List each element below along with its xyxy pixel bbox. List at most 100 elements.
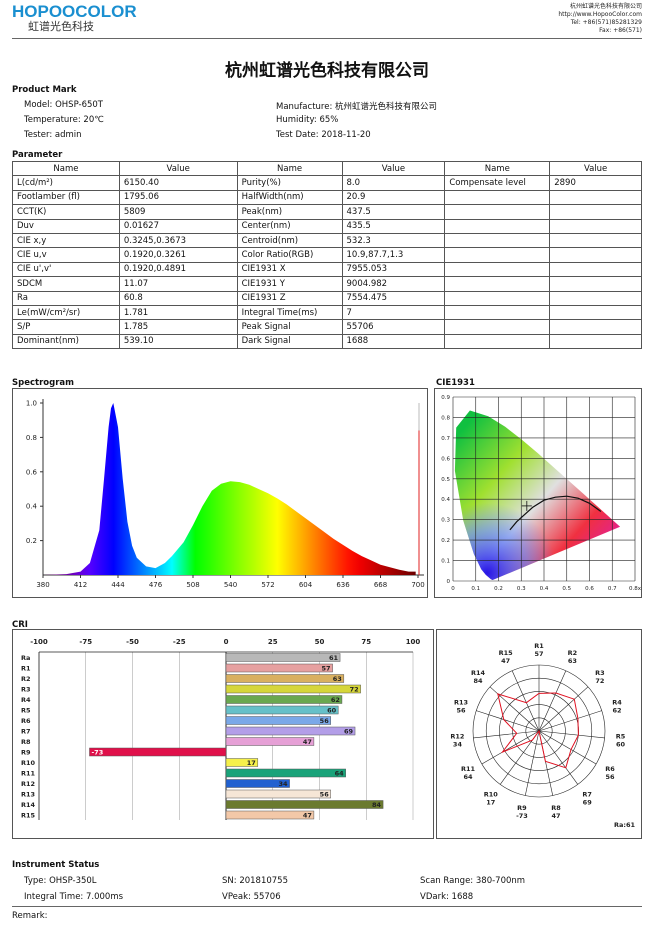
param-value-cell: 20.9	[341, 189, 446, 206]
radar-label: R11	[461, 765, 476, 773]
param-value-cell: 9004.982	[341, 276, 446, 292]
radar-value: 63	[568, 657, 577, 665]
y-tick-label: 0.6	[26, 468, 38, 476]
cri-bar	[225, 810, 315, 820]
parameter-row: Ra 60.8 CIE1931 Z 7554.475	[12, 290, 642, 306]
radar-value: 57	[534, 650, 543, 658]
cri-bar-value: 57	[322, 665, 331, 673]
test-date-field: Test Date: 2018-11-20	[276, 130, 371, 140]
logo-subtitle: 虹谱光色科技	[28, 20, 94, 33]
param-value-cell: 1.781	[118, 304, 238, 321]
param-name-cell: SDCM	[12, 276, 120, 292]
radar-spoke	[538, 710, 602, 732]
cri-bar	[89, 747, 227, 757]
cri-bar	[225, 705, 339, 715]
cri-category-label: R9	[21, 749, 31, 757]
cri-category-label: R11	[21, 770, 36, 778]
cri-category-label: R2	[21, 675, 31, 683]
cri-bar-value: 61	[329, 654, 339, 662]
cie-x-tick-label: 0.3	[517, 586, 526, 592]
param-value-cell: 7554.475	[341, 290, 446, 306]
cri-bar-value: 69	[344, 728, 354, 736]
cri-x-tick-label: -100	[30, 638, 48, 646]
cri-bar-value: 62	[331, 696, 340, 704]
contact-fax: Fax: +86(571)	[599, 27, 642, 34]
cie-gamut-blue	[454, 410, 621, 580]
cie-x-tick-label: 0.7	[608, 586, 617, 592]
header-value: Value	[549, 160, 642, 177]
cie-x-tick-label: 0.8x	[629, 586, 641, 592]
cri-bar	[225, 768, 346, 778]
param-name-cell	[444, 290, 551, 306]
contact-website: http://www.HopooColor.com	[558, 11, 642, 18]
param-name-cell: L(cd/m²)	[12, 175, 120, 191]
x-tick-label: 700	[411, 581, 424, 589]
param-name-cell: Footlamber (fl)	[12, 189, 120, 206]
param-value-cell: 7955.053	[341, 261, 446, 278]
param-name-cell: Peak(nm)	[236, 204, 343, 220]
cie-y-tick-label: 0.9	[441, 395, 450, 401]
instrument-scan-range: Scan Range: 380-700nm	[420, 876, 526, 886]
param-name-cell	[444, 204, 551, 220]
cri-x-tick-label: 100	[406, 638, 421, 646]
param-value-cell	[549, 333, 642, 350]
instrument-integral-time: Integral Time: 7.000ms	[24, 892, 124, 902]
param-value-cell: 437.5	[341, 204, 446, 220]
cri-bar-value: 34	[279, 780, 289, 788]
radar-label: R9	[517, 804, 527, 812]
param-value-cell: 0.01627	[118, 218, 238, 234]
temperature-field: Temperature: 20℃	[24, 115, 104, 125]
param-name-cell: CIE1931 Z	[236, 290, 343, 306]
cri-category-label: Ra	[21, 654, 30, 662]
company-logo: HOPOOCOLOR	[12, 2, 137, 22]
param-name-cell: CIE u',v'	[12, 261, 120, 278]
cie-y-tick-label: 0.7	[441, 436, 450, 442]
parameter-row: SDCM 11.07 CIE1931 Y 9004.982	[12, 276, 642, 292]
param-value-cell: 7	[341, 304, 446, 321]
cie-chart: 0 0.1 0.2 0.3 0.4 0.5 0.6 0.7 0.8x 0.9 0.8 0.7 0.6 0.…	[441, 395, 641, 592]
radar-value: 56	[456, 707, 466, 715]
param-name-cell: Color Ratio(RGB)	[236, 247, 343, 263]
param-value-cell: 0.1920,0.3261	[118, 247, 238, 263]
cri-category-label: R12	[21, 780, 35, 788]
cie-y-tick-label: 0.1	[441, 559, 450, 565]
cri-bar	[225, 663, 333, 673]
cie-x-tick-label: 0.5	[562, 586, 571, 592]
instrument-heading: Instrument Status	[12, 860, 100, 870]
cie-y-tick-label: 0	[447, 579, 451, 585]
radar-value: 56	[605, 773, 615, 781]
cie-y-tick-label: 0.5	[441, 477, 450, 483]
param-name-cell	[444, 304, 551, 321]
param-value-cell: 0.1920,0.4891	[118, 261, 238, 278]
param-value-cell: 532.3	[341, 232, 446, 249]
parameter-row: Dominant(nm) 539.10 Dark Signal 1688	[12, 333, 642, 350]
cri-bar-value: 72	[350, 686, 359, 694]
cri-bar	[225, 789, 331, 799]
cri-category-label: R10	[21, 759, 36, 767]
manufacture-field: Manufacture: 杭州虹谱光色科技有限公司	[276, 102, 438, 112]
param-name-cell	[444, 261, 551, 278]
param-value-cell: 11.07	[118, 276, 238, 292]
x-tick-label: 540	[224, 581, 237, 589]
cri-bar	[225, 779, 290, 788]
parameter-heading: Parameter	[12, 150, 63, 160]
radar-spoke	[481, 730, 540, 765]
y-tick-label: 0.2	[26, 537, 37, 545]
parameter-row: CCT(K) 5809 Peak(nm) 437.5	[12, 204, 642, 220]
instrument-vpeak: VPeak: 55706	[222, 892, 281, 902]
param-value-cell	[549, 232, 642, 249]
radar-spoke	[476, 710, 540, 732]
spectrogram-panel: 1.0 0.8 0.6 0.4 0.2 380 412 444 476 508 540 572 604 6…	[12, 388, 428, 598]
header-divider	[12, 38, 642, 39]
radar-value: 34	[453, 741, 463, 749]
cri-panel: -100 -75 -50 -25 0 25 50 75 100 Ra 61 R1 57 R2 63 R3 72 R…	[12, 629, 434, 839]
parameter-row: Le(mW/cm²/sr) 1.781 Integral Time(ms) 7	[12, 304, 642, 321]
radar-value: 69	[583, 798, 593, 806]
radar-value: 17	[486, 798, 495, 806]
param-value-cell: 60.8	[118, 290, 238, 306]
radar-value: 72	[595, 677, 604, 685]
param-value-cell: 2890	[549, 175, 642, 191]
radar-label: R7	[582, 790, 592, 798]
cri-bar	[225, 695, 343, 704]
